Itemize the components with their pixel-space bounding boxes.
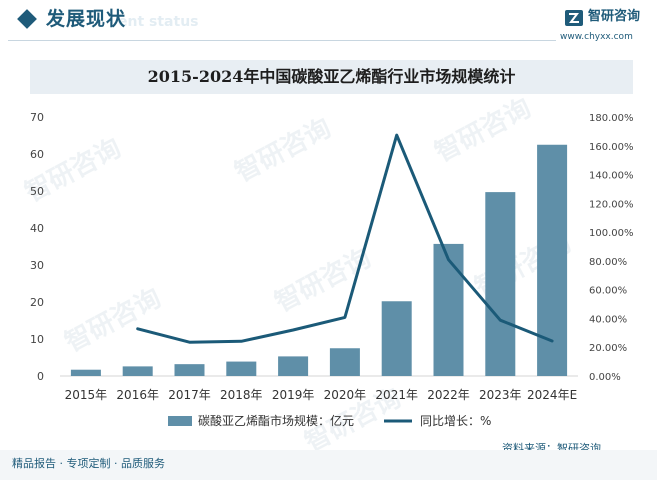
brand-url: www.chyxx.com (560, 32, 633, 42)
bar (329, 348, 360, 376)
y-left-tick-label: 30 (30, 259, 44, 272)
bar (70, 369, 101, 376)
y-right-tick-label: 160.00% (589, 142, 634, 153)
y-left-tick-label: 70 (30, 111, 44, 124)
y-left-tick-label: 50 (30, 185, 44, 198)
header-title: 发展现状 (46, 8, 127, 30)
y-left-tick-label: 10 (30, 333, 44, 346)
bar (278, 356, 309, 376)
x-tick-label: 2015年 (65, 388, 108, 402)
header-subtitle: ent status (118, 14, 199, 30)
legend-label-bar: 碳酸亚乙烯酯市场规模：亿元 (198, 413, 354, 428)
legend-label-line: 同比增长：% (420, 414, 491, 428)
y-right-tick-label: 40.00% (589, 314, 627, 325)
y-right-tick-label: 120.00% (589, 199, 634, 210)
brand-name: 智研咨询 (588, 9, 641, 24)
y-left-tick-label: 0 (37, 370, 44, 383)
header: ent status 发展现状 智研咨询 www.chyxx.com (0, 0, 657, 46)
chart-title: 2015-2024年中国碳酸亚乙烯酯行业市场规模统计 (147, 67, 516, 86)
y-left-tick-label: 40 (30, 222, 44, 235)
y-right-tick-label: 0.00% (589, 372, 621, 383)
bar (485, 192, 516, 376)
y-right-tick-label: 180.00% (589, 113, 634, 124)
x-tick-label: 2016年 (116, 388, 159, 402)
y-left-tick-label: 20 (30, 296, 44, 309)
bar (381, 301, 412, 376)
x-tick-label: 2018年 (220, 388, 263, 402)
x-tick-label: 2023年 (479, 388, 522, 402)
x-tick-label: 2021年 (375, 388, 418, 402)
y-left-tick-label: 60 (30, 148, 44, 161)
bar (226, 361, 257, 376)
x-tick-label: 2020年 (324, 388, 367, 402)
growth-line (136, 133, 554, 344)
bar (122, 366, 153, 376)
x-tick-label: 2017年 (168, 388, 211, 402)
bar (433, 243, 464, 376)
y-right-tick-label: 20.00% (589, 343, 627, 354)
y-right-tick-label: 60.00% (589, 286, 627, 297)
legend-swatch-bar (168, 416, 192, 426)
footer: 精品报告 · 专项定制 · 品质服务 (0, 450, 657, 480)
bar (174, 364, 205, 376)
brand-logo-icon (565, 10, 583, 26)
x-tick-label: 2024年E (527, 388, 577, 402)
y-right-tick-label: 80.00% (589, 257, 627, 268)
footer-tagline: 精品报告 · 专项定制 · 品质服务 (12, 457, 165, 470)
header-divider (8, 40, 556, 41)
y-right-tick-label: 140.00% (589, 171, 634, 182)
y-right-tick-label: 100.00% (589, 228, 634, 239)
x-tick-label: 2019年 (272, 388, 315, 402)
x-tick-label: 2022年 (427, 388, 470, 402)
chart-title-box: 2015-2024年中国碳酸亚乙烯酯行业市场规模统计 (30, 60, 633, 94)
